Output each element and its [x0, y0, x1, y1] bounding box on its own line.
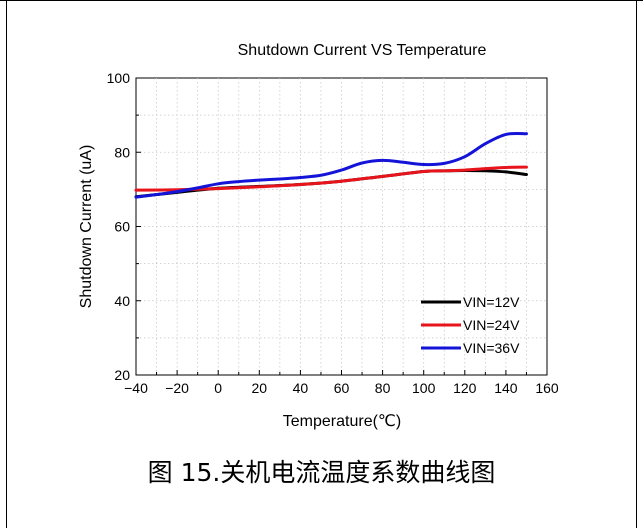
x-tick-label: 100: [412, 380, 436, 396]
grid-lines: [136, 78, 547, 375]
series-line-2: [134, 165, 528, 192]
frame-left-border: [6, 0, 7, 528]
x-tick-label: 140: [494, 380, 518, 396]
frame-top-border: [0, 0, 643, 1]
x-axis-label: Temperature(℃): [283, 413, 401, 430]
legend: VIN=12V VIN=24V VIN=36V: [421, 294, 520, 356]
line-chart: Shutdown Current VS Temperature −40 −20 0 2…: [78, 42, 559, 430]
x-tick-label: −40: [124, 380, 148, 396]
series-line-3: [134, 131, 528, 199]
x-tick-label: 60: [334, 380, 350, 396]
frame-right-border: [636, 0, 637, 528]
x-tick-label: 20: [252, 380, 268, 396]
legend-label-3: VIN=36V: [463, 340, 520, 356]
legend-label-1: VIN=12V: [463, 294, 520, 310]
y-tick-label: 60: [114, 219, 130, 235]
y-tick-label: 40: [114, 293, 130, 309]
axis-ticks: −40 −20 0 20 40 60 80 100 120 140 160 20 40 60 80 100: [107, 70, 559, 396]
x-tick-label: 0: [214, 380, 222, 396]
series-lines: [134, 131, 528, 199]
x-tick-label: 40: [293, 380, 309, 396]
x-tick-label: 160: [535, 380, 559, 396]
y-tick-label: 20: [114, 367, 130, 383]
y-axis-label: Shutdown Current (uA): [78, 145, 95, 309]
y-tick-label: 100: [107, 70, 131, 86]
figure-caption: 图 15.关机电流温度系数曲线图: [147, 458, 496, 487]
x-tick-label: 80: [375, 380, 391, 396]
x-tick-label: −20: [165, 380, 189, 396]
legend-label-2: VIN=24V: [463, 317, 520, 333]
y-tick-label: 80: [114, 144, 130, 160]
chart-title: Shutdown Current VS Temperature: [238, 42, 487, 59]
x-tick-label: 120: [453, 380, 477, 396]
